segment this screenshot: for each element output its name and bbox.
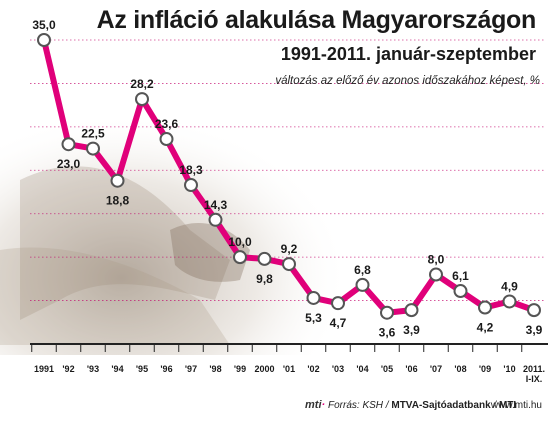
data-label: 9,8 (256, 272, 273, 286)
data-label: 6,1 (452, 269, 469, 283)
x-tick-label: 2011. I-IX. (523, 364, 545, 384)
x-tick-label: '97 (185, 364, 197, 374)
background-photo (0, 80, 380, 355)
data-point (135, 92, 149, 107)
source-credit: Forrás: KSH / MTVA-Sajtóadatbank / MTI (328, 400, 516, 411)
x-tick-label: '10 (503, 364, 515, 374)
data-point (527, 303, 541, 318)
data-label: 28,2 (130, 77, 154, 91)
x-tick-label: '93 (87, 364, 99, 374)
data-point (184, 178, 198, 193)
data-label: 35,0 (32, 18, 56, 32)
data-label: 5,3 (305, 311, 322, 325)
data-point (429, 267, 443, 282)
data-label: 3,9 (526, 323, 543, 337)
data-label: 4,7 (330, 316, 347, 330)
data-label: 4,9 (501, 279, 518, 293)
x-tick-label: '08 (454, 364, 466, 374)
site-url: www.mti.hu (490, 400, 542, 411)
x-tick-label: '03 (332, 364, 344, 374)
x-tick-label: '09 (479, 364, 491, 374)
data-label: 9,2 (281, 242, 298, 256)
data-point (233, 250, 247, 265)
data-label: 23,6 (155, 117, 179, 131)
data-point (355, 277, 370, 292)
data-label: 3,6 (379, 326, 396, 340)
x-tick-label: 2000 (254, 364, 274, 374)
x-tick-label: 1991 (34, 364, 54, 374)
data-label: 10,0 (228, 235, 252, 249)
x-tick-label: '94 (111, 364, 123, 374)
x-tick-label: '98 (209, 364, 221, 374)
data-point (86, 141, 100, 156)
data-point (306, 290, 321, 305)
data-point (502, 294, 517, 309)
data-point (110, 173, 125, 188)
data-label: 6,8 (354, 263, 371, 277)
x-tick-labels: 1991 '92 '93 '94 '95 '96 '97 '98 '99 2000 '01 '02 '0… (34, 364, 545, 384)
data-point (208, 212, 223, 227)
x-tick-label: '92 (62, 364, 74, 374)
chart-title: Az infláció alakulása Magyarországon (96, 6, 537, 34)
footer: mti· Forrás: KSH / MTVA-Sajtóadatbank / … (0, 398, 550, 414)
data-label: 23,0 (57, 157, 81, 171)
data-point (404, 303, 419, 318)
data-label: 8,0 (428, 253, 445, 267)
data-label: 22,5 (81, 127, 105, 141)
data-point (282, 257, 296, 272)
x-tick-label: '04 (356, 364, 368, 374)
x-tick-label: '05 (381, 364, 393, 374)
data-point (159, 132, 174, 147)
data-labels: 35,0 23,0 22,5 18,8 28,2 23,6 18,3 14,3 10,0 9,8 9… (32, 18, 542, 340)
data-point (453, 284, 468, 299)
source-bold: MTVA-Sajtóadatbank (391, 400, 491, 411)
x-tick-label: '99 (234, 364, 246, 374)
data-label: 18,3 (179, 163, 203, 177)
x-tick-label: '07 (430, 364, 442, 374)
data-point (37, 33, 51, 47)
data-point (331, 296, 345, 311)
source-prefix: Forrás: KSH / (328, 400, 389, 411)
x-tick-label: '06 (405, 364, 417, 374)
mti-logo: mti· (305, 399, 325, 411)
x-tick-label: '95 (136, 364, 148, 374)
logo-dot-icon: · (321, 399, 326, 411)
data-point (257, 251, 272, 266)
data-point (380, 305, 394, 320)
data-markers (37, 33, 541, 320)
data-label: 3,9 (403, 323, 420, 337)
data-point (478, 300, 492, 315)
chart-subtitle: 1991-2011. január-szeptember (280, 44, 536, 64)
data-point (61, 137, 76, 152)
source-agency: MTI (498, 400, 517, 411)
gridlines (30, 39, 545, 301)
data-label: 4,2 (477, 321, 494, 335)
y-axis-note: változás az előző év azonos időszakához … (275, 75, 540, 87)
source-sep: / (493, 400, 497, 411)
x-axis (30, 343, 548, 352)
mti-logo-text: mti (305, 399, 322, 411)
x-tick-label: '96 (160, 364, 172, 374)
data-label: 18,8 (106, 194, 130, 208)
data-label: 14,3 (204, 198, 228, 212)
x-tick-label: '02 (307, 364, 319, 374)
x-tick-label: '01 (283, 364, 295, 374)
